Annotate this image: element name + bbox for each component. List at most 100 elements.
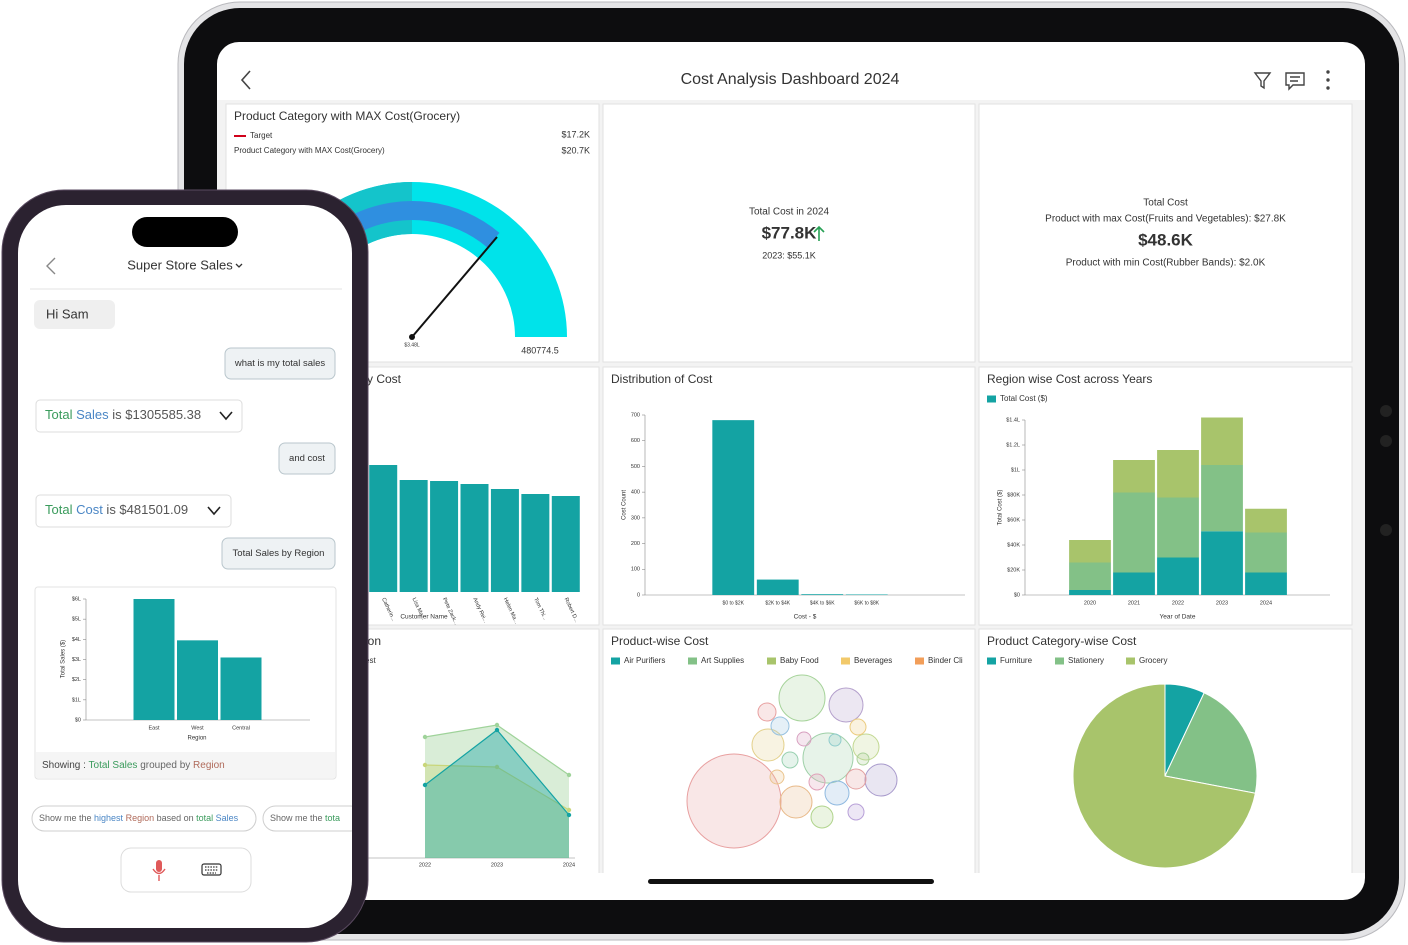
showing-text: Showing : Total Sales grouped by Region [42, 760, 225, 771]
bar-segment [1201, 465, 1243, 532]
x-tick-label: $2K to $4K [765, 600, 790, 606]
legend-label: Grocery [1139, 656, 1167, 665]
gauge-min: $3.48L [404, 342, 420, 348]
legend-label: Furniture [1000, 656, 1033, 665]
bar [712, 420, 755, 595]
bot-message: Total Cost is $481501.09 [45, 502, 188, 517]
y-tick-label: 100 [631, 567, 640, 573]
user-message: Total Sales by Region [233, 548, 325, 559]
legend-label: Beverages [854, 656, 892, 665]
mic-button[interactable] [152, 860, 166, 881]
x-tick-label: 2023 [491, 862, 503, 868]
gauge-max: 480774.5 [521, 345, 559, 355]
dynamic-island [132, 217, 238, 247]
kpi-footer: 2023: $55.1K [762, 250, 816, 260]
expand-chevron [219, 411, 233, 421]
x-tick-label: 2023 [1216, 600, 1228, 606]
home-indicator [648, 879, 934, 884]
legend-swatch [915, 657, 924, 665]
expand-chevron [207, 506, 221, 516]
text-part: Total [45, 502, 73, 517]
point [422, 782, 428, 788]
legend-label: Product Category with MAX Cost(Grocery) [234, 146, 385, 155]
camera-dot [1380, 524, 1392, 536]
y-tick-label: $4L [72, 637, 81, 643]
area [425, 730, 569, 858]
panel-title: Distribution of Cost [611, 372, 713, 386]
bubble [810, 805, 834, 829]
more-icon[interactable] [1326, 70, 1330, 90]
greeting-bubble [34, 300, 115, 329]
text-part: Region [123, 813, 154, 823]
bar-segment [1157, 450, 1199, 498]
panel-title: Product Category with MAX Cost(Grocery) [234, 109, 460, 123]
x-tick-label: $4K to $6K [810, 600, 835, 606]
keyboard-button[interactable] [201, 863, 222, 876]
bubble [778, 674, 826, 722]
y-tick-label: $0 [1014, 592, 1020, 598]
suggestion-chip[interactable] [31, 805, 257, 832]
y-axis-label: Total Cost ($) [998, 490, 1004, 526]
legend-value: $20.7K [561, 145, 590, 155]
bar-segment [1245, 532, 1287, 573]
legend-label: Stationery [1068, 656, 1104, 665]
y-tick-label: 200 [631, 541, 640, 547]
text-part: Sales [213, 813, 239, 823]
filter-icon[interactable] [1253, 72, 1272, 90]
bot-message: Total Sales is $1305585.38 [45, 407, 201, 422]
x-tick-label: $0 to $2K [723, 600, 745, 606]
bot-bubble [35, 494, 232, 528]
panel [602, 628, 976, 873]
text-part: grouped by [137, 760, 193, 771]
suggestion-text: Show me the highest Region based on tota… [39, 813, 239, 823]
x-tick-label: West [191, 725, 204, 731]
bar [133, 599, 175, 720]
bar-segment [1201, 531, 1243, 595]
point [422, 734, 428, 740]
y-tick-label: $1.4L [1006, 417, 1020, 423]
text-part: Cost [72, 502, 103, 517]
bar [399, 480, 428, 592]
bubble [796, 731, 812, 747]
phone-title: Super Store Sales [127, 257, 233, 272]
bar-segment [1157, 497, 1199, 558]
panel-title: ion [365, 634, 381, 648]
user-bubble [278, 442, 336, 475]
back-button[interactable] [240, 70, 251, 90]
panel-title: Product Category-wise Cost [987, 634, 1137, 648]
bubble [824, 780, 850, 806]
bar [460, 484, 489, 592]
phone-back[interactable] [46, 257, 56, 275]
y-tick-label: $60K [1007, 517, 1020, 523]
bar-segment [1113, 460, 1155, 493]
legend-swatch [987, 657, 996, 665]
user-message: and cost [289, 453, 325, 464]
bar [430, 481, 459, 592]
x-tick-label: 2020 [1084, 600, 1096, 606]
bubble [849, 718, 867, 736]
suggestion-chip[interactable] [262, 805, 363, 832]
chart-footer [36, 752, 335, 778]
point [566, 807, 572, 813]
kpi-label: Product with max Cost(Fruits and Vegetab… [1045, 214, 1286, 225]
suggestion-text: Show me the tota [270, 813, 340, 823]
x-axis-label: Region [187, 736, 206, 742]
bubble [847, 803, 865, 821]
y-tick-label: $0 [75, 717, 81, 723]
bubble [751, 728, 785, 762]
point [566, 772, 572, 778]
area [425, 765, 569, 858]
bubble [770, 716, 790, 736]
title-dropdown[interactable] [235, 263, 243, 268]
kpi-value: $48.6K [1138, 230, 1194, 249]
kpi-label: Total Cost [1143, 198, 1188, 209]
kpi-label: Total Cost in 2024 [749, 207, 829, 218]
bubble [828, 733, 842, 747]
y-tick-label: 500 [631, 464, 640, 470]
x-tick-label: 2024 [563, 862, 575, 868]
bar [756, 579, 799, 595]
bar-segment [1245, 572, 1287, 595]
panel-title: Region wise Cost across Years [987, 372, 1152, 386]
comment-icon[interactable] [1285, 72, 1305, 91]
